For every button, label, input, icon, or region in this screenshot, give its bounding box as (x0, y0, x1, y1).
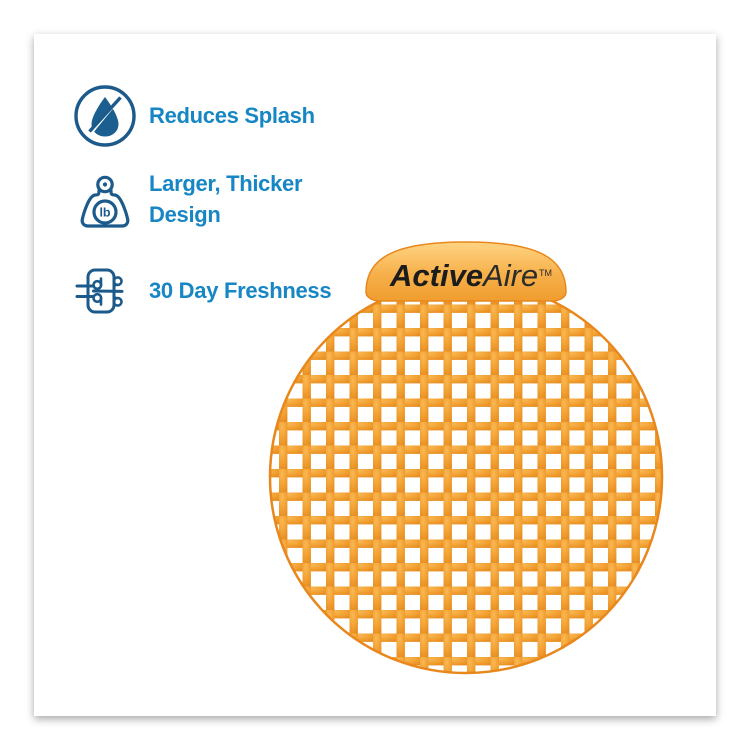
svg-text:lb: lb (99, 205, 110, 219)
svg-text:ActiveAire: ActiveAire (389, 258, 538, 293)
svg-text:TM: TM (539, 268, 552, 278)
